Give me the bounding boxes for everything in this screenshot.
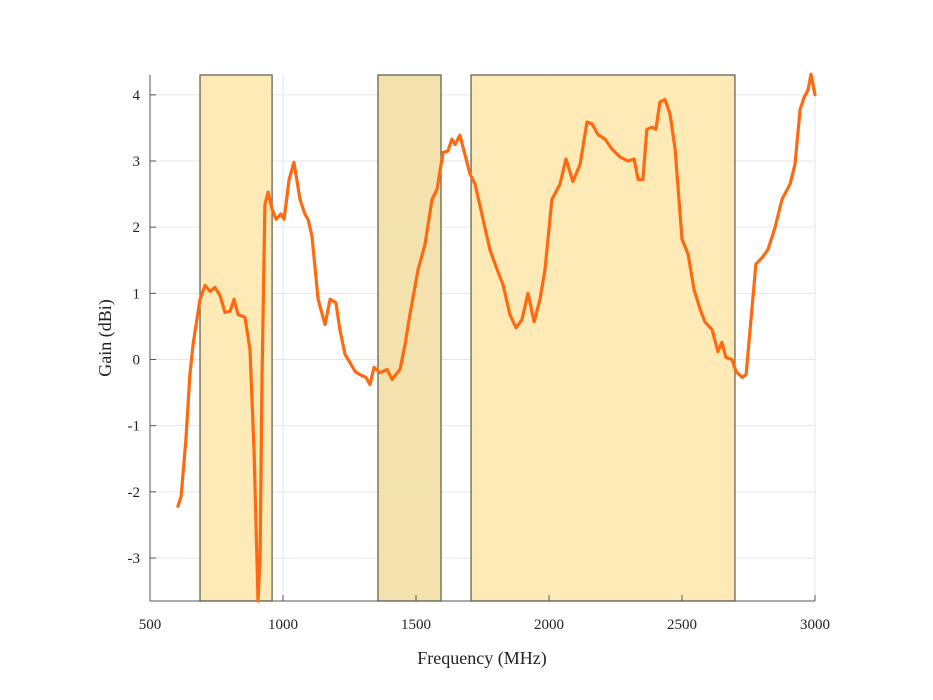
y-tick-label: -2 [128,485,141,501]
axes [149,75,816,602]
x-tick-label: 3000 [800,617,830,633]
frequency-band [470,74,736,602]
x-tick-label: 500 [139,617,162,633]
x-tick-label: 2500 [667,617,697,633]
gain-series-line [176,72,817,603]
x-axis-label: Frequency (MHz) [417,648,546,669]
x-tick-label: 2000 [534,617,564,633]
y-tick-label: 4 [133,88,141,104]
x-tick-label: 1000 [268,617,298,633]
x-tick-label: 1500 [401,617,431,633]
y-tick-label: 2 [133,220,141,236]
frequency-bands [199,74,736,602]
y-tick-label: 1 [133,286,141,302]
y-tick-label: 3 [133,154,141,170]
series-lines [176,72,817,603]
y-tick-label: 0 [133,353,141,369]
y-tick-label: -3 [128,551,141,567]
tick-labels: 500 1000 1500 2000 2500 3000 -3 -2 -1 0 1 2 3 4 [128,88,831,633]
y-axis-label: Gain (dBi) [95,299,116,376]
frequency-band [377,74,442,602]
y-tick-label: -1 [128,419,141,435]
